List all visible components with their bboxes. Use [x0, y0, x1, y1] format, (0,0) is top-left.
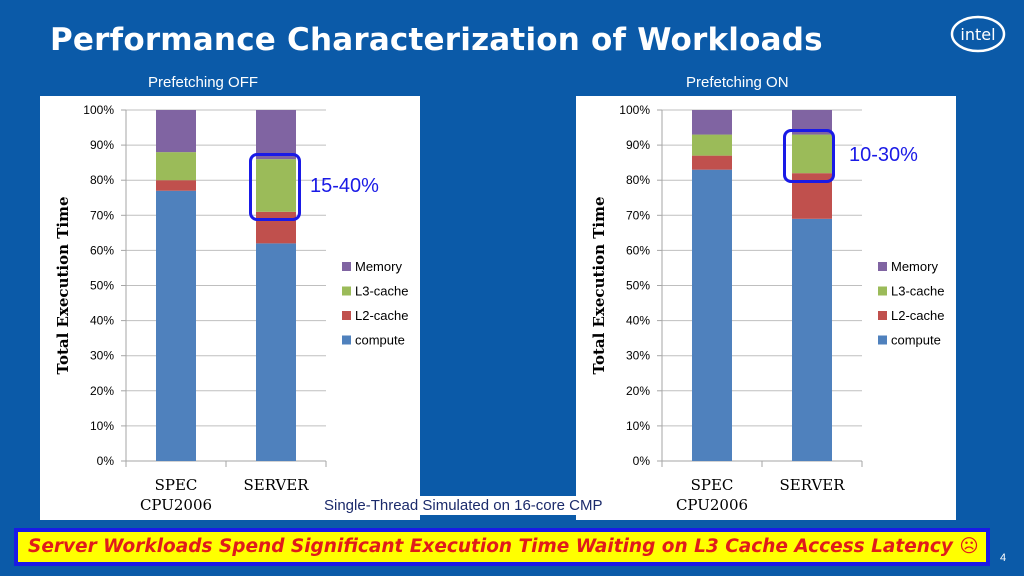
y-tick-label: 40%	[90, 314, 114, 328]
y-tick-label: 10%	[90, 419, 114, 433]
y-tick-label: 0%	[97, 454, 115, 468]
x-category-label: CPU2006	[676, 496, 748, 514]
legend-swatch	[342, 262, 351, 271]
y-tick-label: 60%	[90, 243, 114, 257]
y-tick-label: 70%	[626, 208, 650, 222]
y-tick-label: 30%	[626, 349, 650, 363]
y-tick-label: 90%	[626, 138, 650, 152]
callout-label-right: 10-30%	[849, 144, 918, 166]
bar-segment-memory	[256, 110, 296, 160]
y-tick-label: 60%	[626, 243, 650, 257]
bar-segment-memory	[692, 110, 732, 135]
legend-label: L3-cache	[891, 284, 944, 299]
y-tick-label: 90%	[90, 138, 114, 152]
bar-segment-l3-cache	[256, 159, 296, 212]
footnote: Single-Thread Simulated on 16-core CMP	[320, 496, 607, 515]
svg-text:intel: intel	[960, 25, 995, 44]
bar-segment-l3-cache	[792, 134, 832, 174]
legend-label: L2-cache	[891, 308, 944, 323]
bar-segment-l2-cache	[692, 155, 732, 170]
legend-label: L2-cache	[355, 308, 408, 323]
legend-label: compute	[891, 333, 941, 348]
callout-label-left: 15-40%	[310, 175, 379, 197]
chart-right-background	[576, 96, 956, 520]
bar-segment-l2-cache	[256, 211, 296, 244]
y-tick-label: 70%	[90, 208, 114, 222]
y-tick-label: 0%	[633, 454, 651, 468]
bar-segment-compute	[156, 190, 196, 461]
y-tick-label: 20%	[626, 384, 650, 398]
x-category-label: SPEC	[155, 476, 198, 494]
legend-label: L3-cache	[355, 284, 408, 299]
x-category-label: SERVER	[243, 476, 309, 494]
panel-title-right: Prefetching ON	[686, 74, 789, 91]
legend-label: Memory	[891, 259, 938, 274]
callout-box-left	[249, 153, 301, 221]
legend-swatch	[878, 311, 887, 320]
legend-swatch	[878, 262, 887, 271]
y-tick-label: 80%	[90, 173, 114, 187]
legend-label: compute	[355, 333, 405, 348]
conclusion-banner: Server Workloads Spend Significant Execu…	[14, 528, 990, 566]
x-category-label: CPU2006	[140, 496, 212, 514]
y-tick-label: 20%	[90, 384, 114, 398]
y-tick-label: 80%	[626, 173, 650, 187]
page-number: 4	[1000, 552, 1007, 564]
y-axis-title: Total Execution Time	[590, 196, 608, 374]
x-category-label: SERVER	[779, 476, 845, 494]
y-tick-label: 30%	[90, 349, 114, 363]
y-tick-label: 50%	[90, 279, 114, 293]
legend-swatch	[342, 286, 351, 296]
y-tick-label: 10%	[626, 419, 650, 433]
y-tick-label: 50%	[626, 279, 650, 293]
bar-segment-memory	[156, 110, 196, 153]
y-tick-label: 100%	[619, 103, 650, 117]
slide-title: Performance Characterization of Workload…	[50, 22, 823, 58]
y-tick-label: 100%	[83, 103, 114, 117]
legend-label: Memory	[355, 259, 402, 274]
x-category-label: SPEC	[691, 476, 734, 494]
legend-swatch	[342, 311, 351, 320]
legend-swatch	[342, 335, 351, 345]
legend-swatch	[878, 335, 887, 345]
bar-segment-l2-cache	[156, 180, 196, 191]
legend-swatch	[878, 286, 887, 296]
bar-segment-compute	[256, 243, 296, 461]
bar-segment-compute	[692, 169, 732, 462]
y-axis-title: Total Execution Time	[54, 196, 72, 374]
chart-left-background	[40, 96, 420, 520]
chart-prefetching-off: 0% 10% 20% 30% 40% 50% 60% 70% 80% 90% 100% Total E…	[54, 103, 408, 514]
bar-segment-l3-cache	[692, 134, 732, 156]
bar-segment-l3-cache	[156, 152, 196, 181]
y-tick-label: 40%	[626, 314, 650, 328]
intel-logo: intel	[950, 15, 1006, 53]
callout-box-right	[783, 129, 835, 183]
bar-segment-compute	[792, 218, 832, 461]
panel-title-left: Prefetching OFF	[148, 74, 259, 91]
